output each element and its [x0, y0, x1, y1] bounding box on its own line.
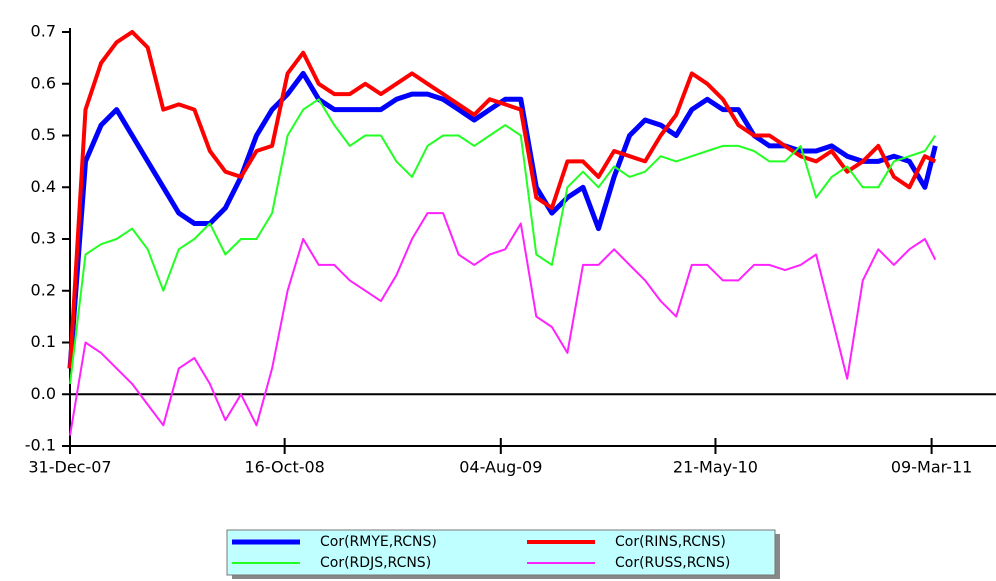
y-tick-label: 0.0	[31, 384, 56, 403]
x-tick-label: 04-Aug-09	[459, 458, 542, 477]
y-tick-label: 0.5	[31, 125, 56, 144]
x-tick-label: 09-Mar-11	[891, 458, 972, 477]
series-line	[69, 98, 937, 385]
series-line	[67, 70, 938, 369]
legend-label: Cor(RDJS,RCNS)	[320, 555, 431, 571]
legend-label: Cor(RMYE,RCNS)	[320, 534, 437, 550]
legend-label: Cor(RINS,RCNS)	[615, 534, 726, 550]
series-line	[69, 212, 937, 436]
legend-box	[226, 529, 776, 576]
y-tick-label: 0.2	[31, 280, 56, 299]
x-tick-label: 21-May-10	[673, 458, 758, 477]
y-tick-label: 0.3	[31, 229, 56, 248]
y-tick-label: 0.1	[31, 332, 56, 351]
y-tick-label: -0.1	[25, 436, 56, 455]
y-tick-label: 0.7	[31, 22, 56, 41]
x-tick-label: 16-Oct-08	[244, 458, 324, 477]
x-tick-label: 31-Dec-07	[28, 458, 111, 477]
series-line	[68, 30, 937, 369]
legend-label: Cor(RUSS,RCNS)	[615, 555, 730, 571]
y-tick-label: 0.4	[31, 177, 56, 196]
y-tick-label: 0.6	[31, 73, 56, 92]
